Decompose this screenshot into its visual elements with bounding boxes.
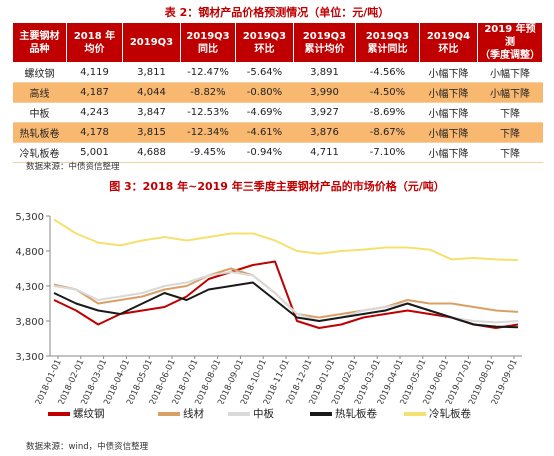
cell: -4.69%: [235, 102, 294, 123]
cell: -4.56%: [355, 62, 420, 83]
chart-legend: 螺纹钢 线材 中板 热轧板卷 冷轧板卷: [48, 406, 518, 422]
header-2019q3: 2019Q3: [122, 22, 181, 63]
cell: -12.34%: [180, 122, 236, 143]
cell: 下降: [477, 142, 543, 163]
cell: 下降: [477, 102, 543, 123]
cell: -7.10%: [355, 142, 420, 163]
legend-label: 中板: [253, 408, 274, 420]
table-row: 螺纹钢 4,119 3,811 -12.47% -5.64% 3,891 -4.56% 小幅下…: [12, 62, 543, 83]
header-2019-forecast: 2019 年预测 （季度调整）: [477, 22, 543, 63]
header-qoq: 2019Q3 环比: [235, 22, 294, 63]
cell: -0.80%: [235, 82, 294, 103]
cell: -12.53%: [180, 102, 236, 123]
cell: 下降: [477, 122, 543, 143]
table-row: 高线 4,187 4,044 -8.82% -0.80% 3,990 -4.50% 小幅下降小…: [12, 82, 543, 103]
chart-source-note: 数据来源：wind，中债资信整理: [26, 442, 149, 452]
cell: 3,891: [293, 62, 356, 83]
table-title: 表 2：钢材产品价格预测情况（单位：元/吨）: [164, 6, 390, 19]
table-row: 冷轧板卷 5,001 4,688 -9.45% -0.94% 4,711 -7.10% 小幅下…: [12, 142, 543, 163]
cell: 高线: [12, 82, 67, 103]
cell: 4,243: [66, 102, 123, 123]
cell: 螺纹钢: [12, 62, 67, 83]
cell: 4,044: [122, 82, 181, 103]
cell: -8.69%: [355, 102, 420, 123]
cell: 3,990: [293, 82, 356, 103]
cell: 冷轧板卷: [12, 142, 67, 163]
legend-label: 螺纹钢: [73, 408, 105, 420]
legend-item: 热轧板卷: [310, 406, 377, 421]
cell: 4,688: [122, 142, 181, 163]
legend-swatch: [404, 412, 426, 416]
cell: 小幅下降: [477, 82, 543, 103]
cell: 小幅下降: [419, 102, 478, 123]
cell: -4.50%: [355, 82, 420, 103]
cell: -12.47%: [180, 62, 236, 83]
chart-title: 图 3：2018 年~2019 年三季度主要钢材产品的市场价格（元/吨）: [109, 180, 445, 193]
legend-swatch: [158, 412, 180, 416]
y-tick-label: 4,800: [15, 247, 44, 258]
header-cum-yoy: 2019Q3 累计同比: [355, 22, 420, 63]
legend-label: 热轧板卷: [335, 408, 377, 420]
header-cum-avg: 2019Q3 累计均价: [293, 22, 356, 63]
cell: -8.82%: [180, 82, 236, 103]
cell: 小幅下降: [419, 62, 478, 83]
table-row: 热轧板卷 4,178 3,815 -12.34% -4.61% 3,876 -8.67% 小幅…: [12, 122, 543, 143]
cell: -8.67%: [355, 122, 420, 143]
y-tick-label: 3,300: [15, 352, 44, 363]
cell: 中板: [12, 102, 67, 123]
legend-swatch: [48, 412, 70, 416]
cell: 3,815: [122, 122, 181, 143]
series-line-冷轧板卷: [53, 218, 519, 262]
legend-item: 线材: [158, 406, 204, 421]
cell: -0.94%: [235, 142, 294, 163]
legend-label: 冷轧板卷: [429, 408, 471, 420]
cell: -4.61%: [235, 122, 294, 143]
cell: 4,119: [66, 62, 123, 83]
cell: -5.64%: [235, 62, 294, 83]
header-yoy: 2019Q3 同比: [180, 22, 236, 63]
price-line-chart: 3,3003,8004,3004,8005,3002018-01-012018-…: [15, 212, 522, 404]
series-line-热轧板卷: [53, 281, 519, 329]
y-tick-label: 3,800: [15, 317, 44, 328]
y-tick-label: 4,300: [15, 282, 44, 293]
header-variety: 主要钢材 品种: [12, 22, 67, 63]
cell: 5,001: [66, 142, 123, 163]
cell: 小幅下降: [419, 142, 478, 163]
table-row: 中板 4,243 3,847 -12.53% -4.69% 3,927 -8.69% 小幅下降…: [12, 102, 543, 123]
cell: 4,711: [293, 142, 356, 163]
legend-label: 线材: [183, 408, 204, 420]
y-tick-label: 5,300: [15, 212, 44, 223]
cell: 3,927: [293, 102, 356, 123]
cell: 小幅下降: [419, 122, 478, 143]
cell: 4,187: [66, 82, 123, 103]
price-forecast-table: 主要钢材 品种 2018 年均价 2019Q3 2019Q3 同比 2019Q3 环比…: [12, 22, 543, 163]
table-header-row: 主要钢材 品种 2018 年均价 2019Q3 2019Q3 同比 2019Q3 环比…: [12, 22, 543, 63]
cell: 小幅下降: [419, 82, 478, 103]
series-line-螺纹钢: [53, 260, 519, 329]
cell: 4,178: [66, 122, 123, 143]
cell: 小幅下降: [477, 62, 543, 83]
header-2018-avg: 2018 年均价: [66, 22, 123, 63]
legend-item: 螺纹钢: [48, 406, 105, 421]
series-line-中板: [53, 271, 519, 324]
cell: 3,876: [293, 122, 356, 143]
cell: 3,811: [122, 62, 181, 83]
table-source-note: 数据来源：中债资信整理: [26, 162, 120, 172]
cell: 3,847: [122, 102, 181, 123]
legend-swatch: [228, 412, 250, 416]
cell: 热轧板卷: [12, 122, 67, 143]
legend-item: 中板: [228, 406, 274, 421]
header-q4-qoq: 2019Q4 环比: [419, 22, 478, 63]
legend-swatch: [310, 412, 332, 416]
legend-item: 冷轧板卷: [404, 406, 471, 421]
cell: -9.45%: [180, 142, 236, 163]
